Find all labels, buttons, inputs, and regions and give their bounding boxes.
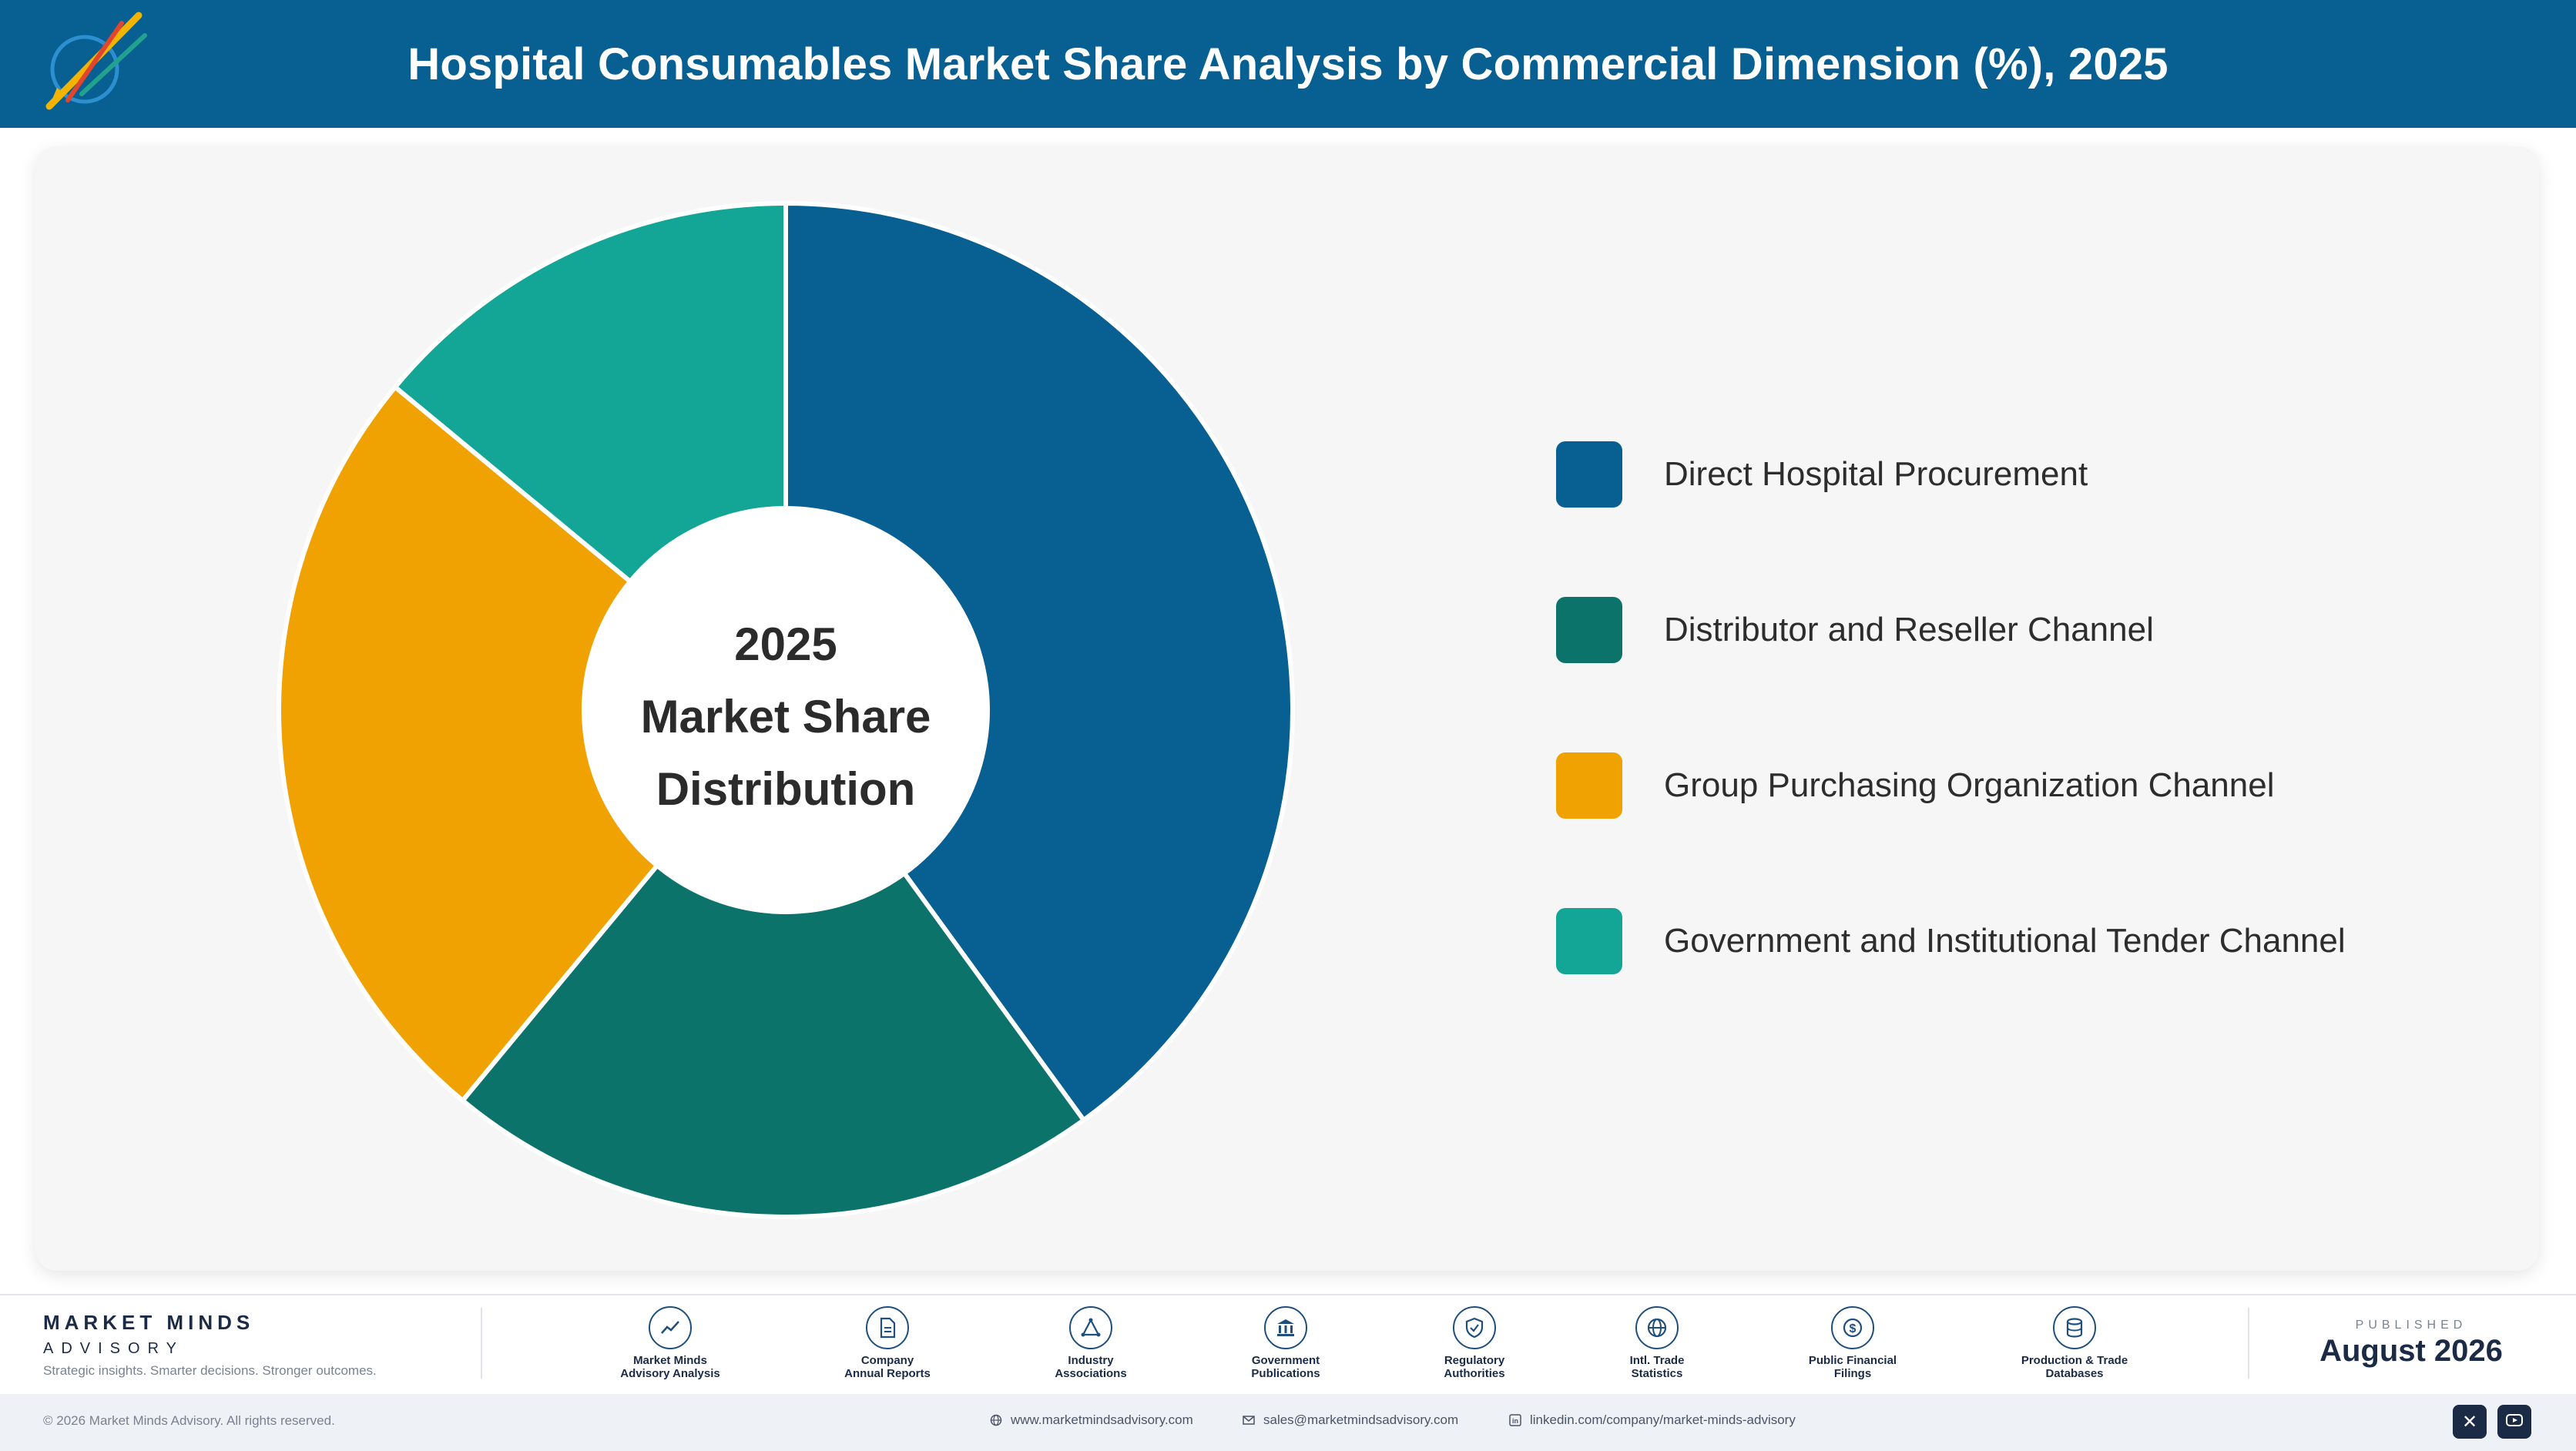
globe-icon: [989, 1413, 1003, 1427]
legend-swatch: [1556, 597, 1622, 663]
legend-item-distributor-reseller: Distributor and Reseller Channel: [1556, 596, 2154, 664]
source-label: Government Publications: [1251, 1354, 1320, 1380]
network-icon: [1069, 1306, 1112, 1349]
center-label-line-2: Market Share: [640, 691, 931, 742]
globe-icon: [1635, 1306, 1679, 1349]
government-building-icon: [1264, 1306, 1307, 1349]
legend-swatch: [1556, 908, 1622, 974]
page-title: Hospital Consumables Market Share Analys…: [408, 39, 2168, 89]
svg-text:in: in: [1512, 1417, 1518, 1425]
youtube-social-button[interactable]: [2497, 1405, 2531, 1439]
email-link[interactable]: sales@marketmindsadvisory.com: [1242, 1412, 1458, 1428]
source-public-financial-filings: $ Public Financial Filings: [1772, 1306, 1934, 1380]
header-bar: Hospital Consumables Market Share Analys…: [0, 0, 2576, 128]
footer: MARKET MINDS ADVISORY Strategic insights…: [0, 1294, 2576, 1451]
source-label: Public Financial Filings: [1808, 1354, 1897, 1380]
footer-divider: [481, 1308, 482, 1379]
x-social-button[interactable]: ✕: [2453, 1405, 2487, 1439]
pie-chart: [277, 200, 1295, 1219]
linkedin-text: linkedin.com/company/market-minds-adviso…: [1530, 1412, 1796, 1427]
data-sources: Market Minds Advisory Analysis Company A…: [0, 1306, 2576, 1391]
shield-check-icon: [1453, 1306, 1496, 1349]
legend-item-direct-hospital-procurement: Direct Hospital Procurement: [1556, 441, 2088, 508]
footer-brand-sub: ADVISORY: [43, 1340, 184, 1357]
company-logo: [45, 12, 147, 110]
legend-label: Government and Institutional Tender Chan…: [1664, 922, 2346, 960]
source-label: Regulatory Authorities: [1444, 1354, 1505, 1380]
pie-slices: [277, 200, 1295, 1219]
legend-item-government-tender: Government and Institutional Tender Chan…: [1556, 907, 2346, 975]
published-date: August 2026: [2319, 1334, 2503, 1368]
email-text: sales@marketmindsadvisory.com: [1263, 1412, 1459, 1427]
source-production-trade-databases: Production & Trade Databases: [1994, 1306, 2155, 1380]
linkedin-link[interactable]: in linkedin.com/company/market-minds-adv…: [1508, 1412, 1796, 1428]
legend-label: Distributor and Reseller Channel: [1664, 611, 2154, 648]
source-label: Company Annual Reports: [844, 1354, 931, 1380]
source-label: Production & Trade Databases: [2021, 1354, 2128, 1380]
website-text: www.marketmindsadvisory.com: [1011, 1412, 1193, 1427]
mail-icon: [1242, 1413, 1256, 1427]
donut-hole: [584, 508, 988, 912]
legend-item-group-purchasing: Group Purchasing Organization Channel: [1556, 752, 2274, 819]
currency-coin-icon: $: [1831, 1306, 1874, 1349]
source-market-minds-analysis: Market Minds Advisory Analysis: [589, 1306, 751, 1380]
footer-brand-name: MARKET MINDS: [43, 1311, 255, 1334]
source-government-publications: Government Publications: [1205, 1306, 1367, 1380]
source-regulatory-authorities: Regulatory Authorities: [1394, 1306, 1555, 1380]
footer-divider: [2248, 1308, 2249, 1379]
footer-tagline: Strategic insights. Smarter decisions. S…: [43, 1363, 377, 1378]
legend-swatch: [1556, 441, 1622, 508]
donut-center-label: 2025 Market Share Distribution: [593, 608, 978, 826]
database-icon: [2053, 1306, 2096, 1349]
center-label-line-3: Distribution: [656, 763, 916, 815]
youtube-icon: [2506, 1411, 2523, 1433]
published-label: PUBLISHED: [2355, 1319, 2467, 1332]
legend-label: Direct Hospital Procurement: [1664, 455, 2088, 493]
copyright-text: © 2026 Market Minds Advisory. All rights…: [43, 1413, 335, 1428]
svg-text:$: $: [1850, 1322, 1857, 1335]
source-label: Industry Associations: [1055, 1354, 1127, 1380]
document-icon: [866, 1306, 909, 1349]
website-link[interactable]: www.marketmindsadvisory.com: [989, 1412, 1193, 1428]
legend-swatch: [1556, 752, 1622, 819]
source-intl-trade-statistics: Intl. Trade Statistics: [1576, 1306, 1738, 1380]
source-company-annual-reports: Company Annual Reports: [807, 1306, 968, 1380]
legend-label: Group Purchasing Organization Channel: [1664, 766, 2275, 804]
linkedin-icon: in: [1508, 1413, 1522, 1427]
chart-trend-icon: [649, 1306, 692, 1349]
center-label-year: 2025: [734, 618, 837, 670]
source-industry-associations: Industry Associations: [1010, 1306, 1172, 1380]
source-label: Intl. Trade Statistics: [1629, 1354, 1685, 1380]
source-label: Market Minds Advisory Analysis: [620, 1354, 720, 1380]
footer-bottom-bar: © 2026 Market Minds Advisory. All rights…: [0, 1394, 2576, 1451]
x-icon: ✕: [2461, 1411, 2478, 1433]
